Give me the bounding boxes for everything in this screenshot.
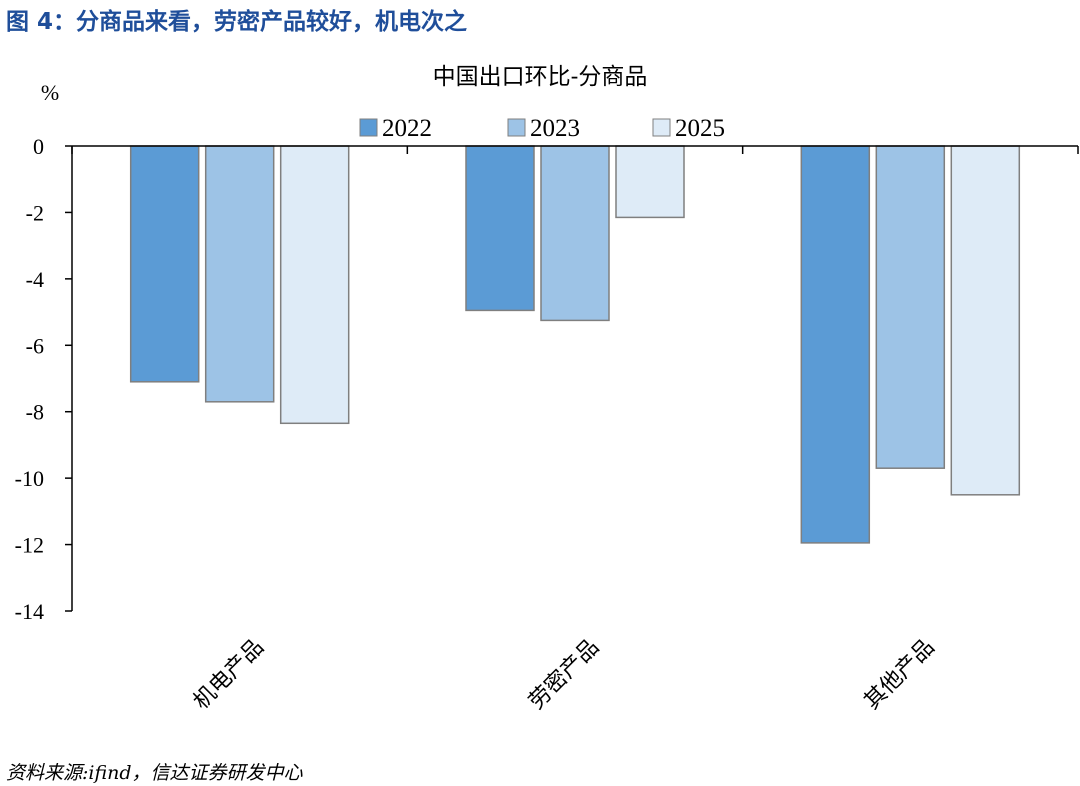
bar-2023-1	[204, 145, 275, 403]
y-tick-label: -14	[15, 599, 44, 624]
bar-2025-3	[950, 145, 1021, 496]
bars	[129, 145, 1021, 544]
y-tick-label: 0	[33, 134, 44, 159]
axes	[71, 145, 1079, 611]
legend-swatch-2023	[507, 118, 526, 137]
legend-label-2025: 2025	[675, 115, 725, 142]
figure-title: 图 4：分商品来看，劳密产品较好，机电次之	[6, 9, 468, 35]
legend-swatch-2022	[359, 118, 378, 137]
chart-title: 中国出口环比-分商品	[433, 64, 648, 90]
bar-2025-1	[279, 145, 350, 425]
y-ticks: 0 -2 -4 -6 -8 -10 -12 -14	[15, 134, 72, 624]
y-tick-label: -6	[26, 333, 44, 358]
bar-2022-3	[800, 145, 871, 544]
bar-2025-2	[615, 145, 685, 219]
y-tick-label: -8	[26, 400, 44, 425]
category-label: 其他产品	[860, 635, 940, 715]
y-axis-unit: %	[41, 80, 59, 105]
legend-label-2022: 2022	[382, 115, 432, 142]
category-label: 劳密产品	[524, 635, 604, 715]
bar-2022-2	[465, 145, 535, 312]
y-tick-label: -4	[26, 267, 44, 292]
legend: 2022 2023 2025	[359, 115, 725, 142]
y-tick-label: -10	[15, 466, 44, 491]
source-note: 资料来源:ifind，信达证券研发中心	[6, 762, 303, 784]
y-tick-label: -2	[26, 200, 44, 225]
bar-2023-2	[540, 145, 610, 322]
category-labels: 机电产品 劳密产品 其他产品	[189, 635, 940, 715]
legend-label-2023: 2023	[530, 115, 580, 142]
y-tick-label: -12	[15, 533, 44, 558]
category-label: 机电产品	[189, 635, 269, 715]
bar-2022-1	[129, 145, 200, 383]
bar-2023-3	[875, 145, 946, 469]
legend-swatch-2025	[652, 118, 671, 137]
